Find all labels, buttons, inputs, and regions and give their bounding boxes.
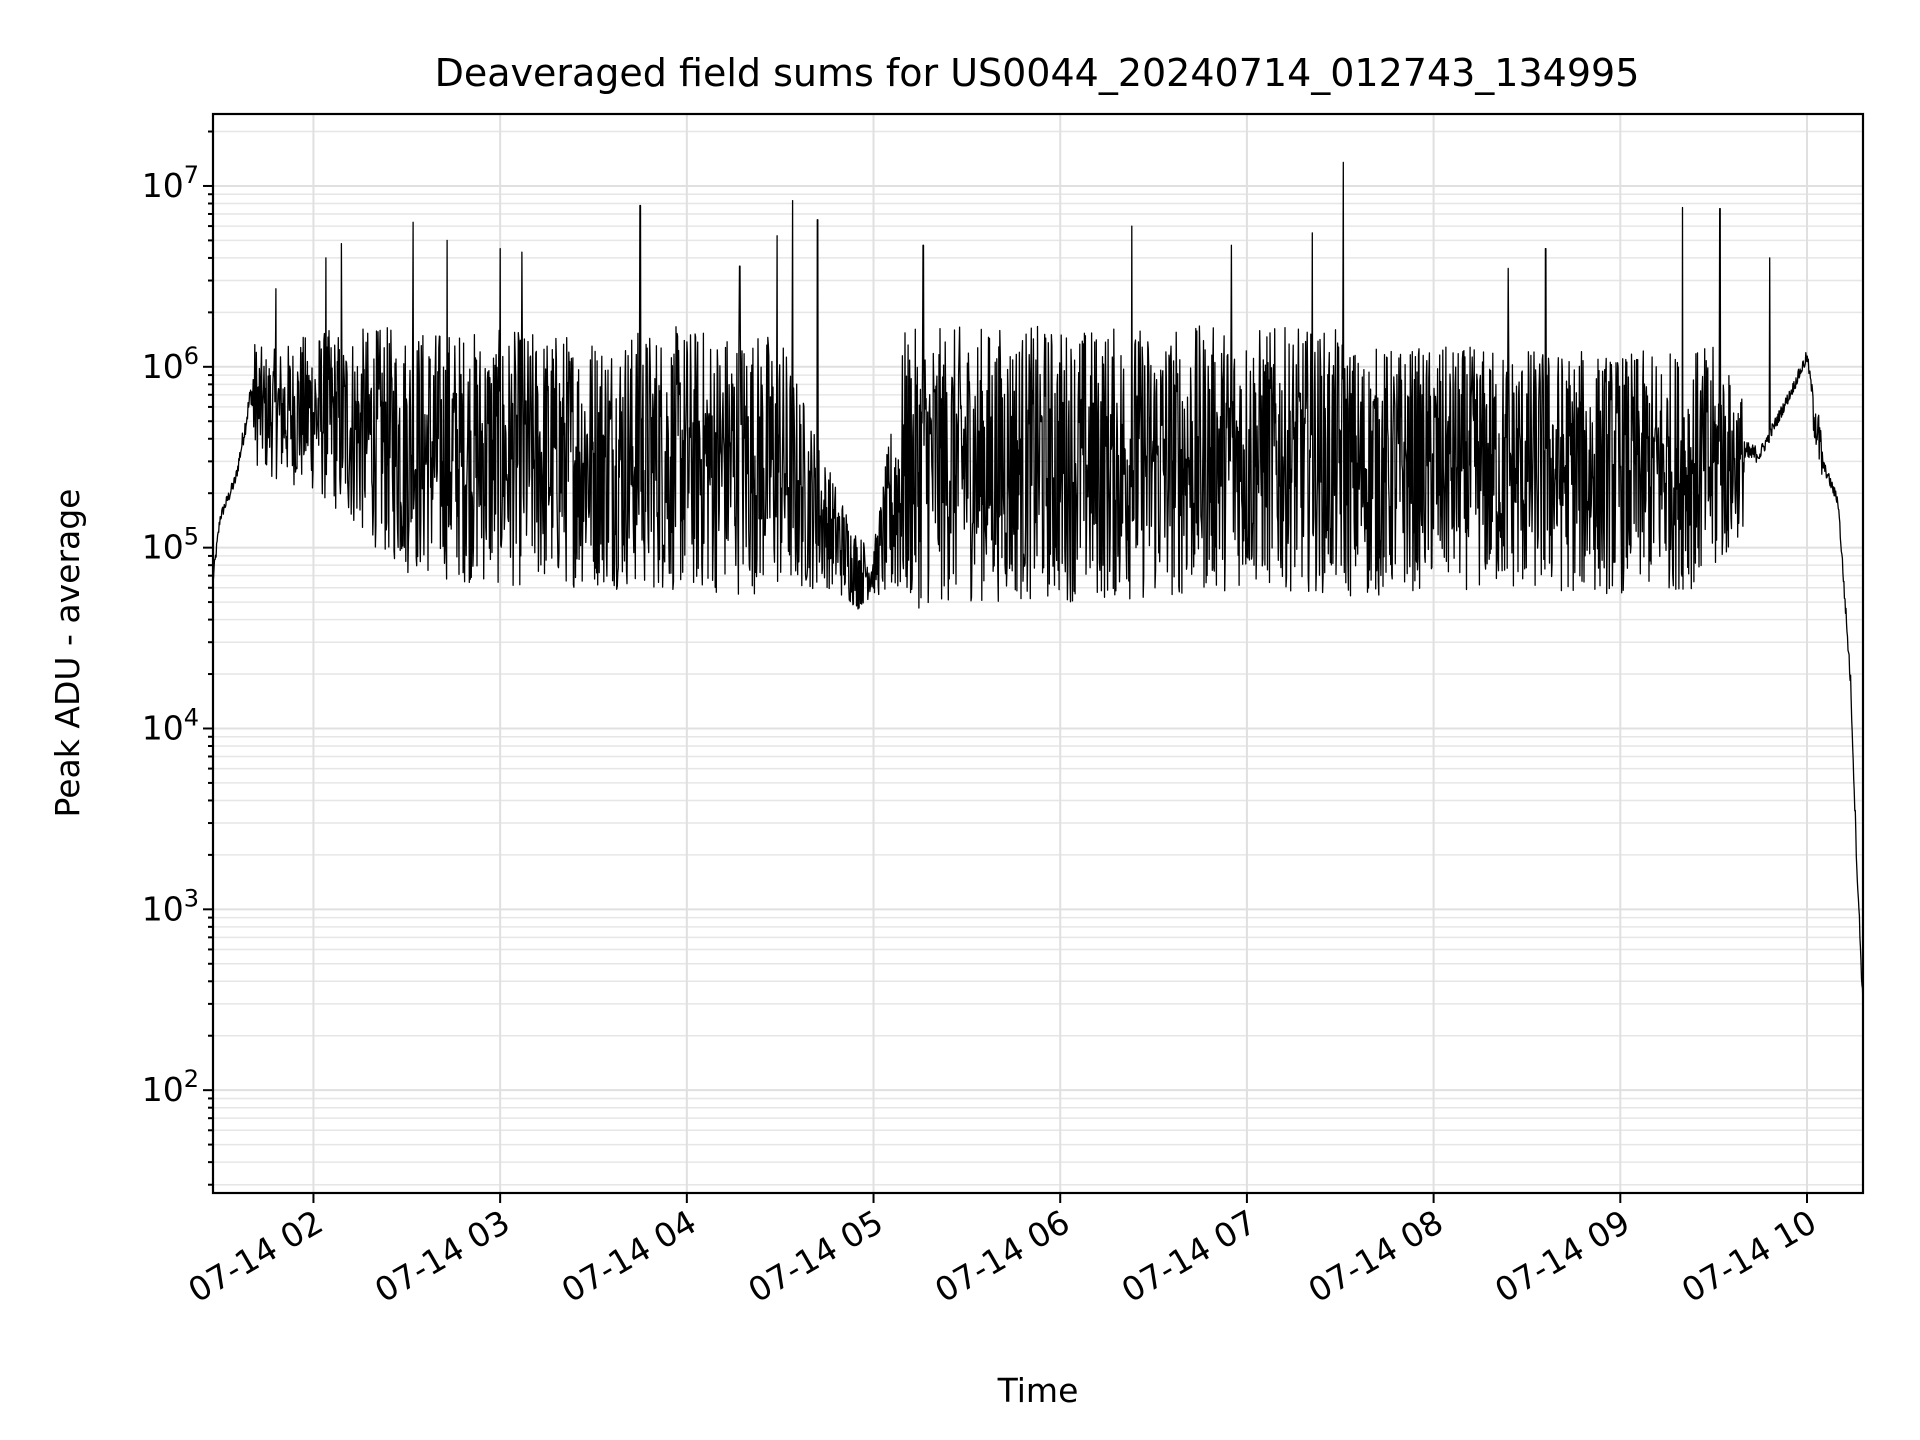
axis-ticks <box>203 130 1808 1203</box>
y-axis-label: Peak ADU - average <box>48 489 87 818</box>
y-tick-label: 105 <box>142 523 199 567</box>
series-line <box>212 161 1864 1009</box>
chart-title: Deaveraged field sums for US0044_2024071… <box>435 51 1640 95</box>
x-axis-label: Time <box>997 1371 1079 1410</box>
plot-area <box>212 161 1864 1009</box>
y-tick-labels: 102 103 104 105 106 107 <box>142 161 199 1109</box>
y-tick-label: 106 <box>142 342 199 386</box>
y-tick-label: 107 <box>142 161 199 205</box>
grid <box>213 114 1863 1193</box>
y-tick-label: 102 <box>142 1065 199 1109</box>
y-tick-label: 103 <box>142 884 199 928</box>
y-tick-label: 104 <box>142 703 199 747</box>
plot-frame <box>211 112 1865 1195</box>
